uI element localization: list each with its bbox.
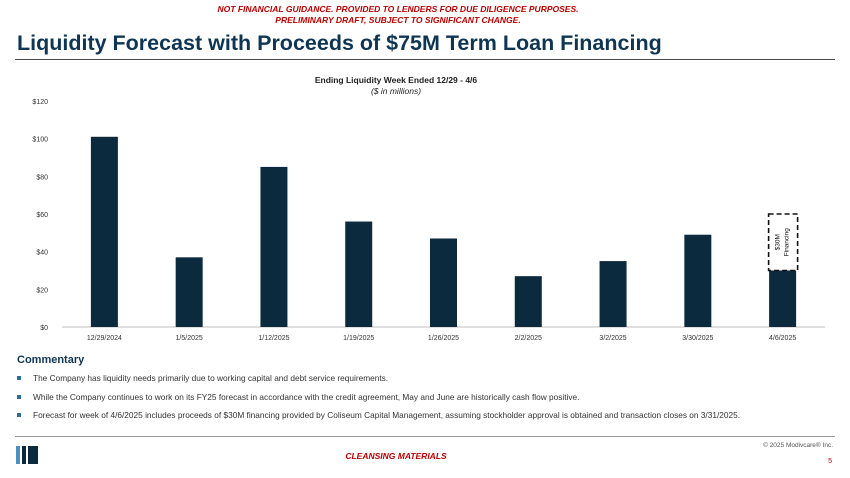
x-tick-label: 1/5/2025	[176, 335, 203, 342]
x-tick-label: 1/19/2025	[343, 335, 374, 342]
bar-4-6-2025	[769, 266, 797, 327]
logo-bar	[16, 446, 20, 464]
cleansing-materials-label: CLEANSING MATERIALS	[345, 451, 447, 461]
financing-box	[767, 213, 799, 272]
bullet-marker	[17, 376, 21, 380]
bar-1-5-2025	[175, 257, 203, 327]
copyright: © 2025 Modivcare® Inc.	[763, 442, 833, 449]
bar-1-12-2025	[260, 166, 288, 327]
commentary-bullet-text: Forecast for week of 4/6/2025 includes p…	[33, 410, 741, 420]
bullet-marker	[17, 413, 21, 417]
chart-subtitle: ($ in millions)	[370, 86, 422, 96]
bar-2-2-2025	[514, 276, 542, 327]
bar-3-30-2025	[684, 234, 712, 327]
financing-label-line-2: Financing	[784, 228, 791, 257]
liquidity-bar-chart: $0 $20 $40 $60 $80 $100 $120 12/29/2024 1/5/2025…	[32, 99, 825, 342]
chart-title: Ending Liquidity Week Ended 12/29 - 4/6	[314, 75, 478, 85]
x-tick-label: 3/30/2025	[682, 335, 713, 342]
x-tick-label: 1/26/2025	[428, 335, 459, 342]
commentary-bullet: The Company has liquidity needs primaril…	[17, 373, 832, 384]
bar-12-29-2024	[90, 136, 118, 327]
bar-1-26-2025	[430, 238, 457, 327]
y-tick-label: $60	[36, 212, 48, 219]
bar-1-19-2025	[345, 221, 373, 327]
commentary-bullet-text: The Company has liquidity needs primaril…	[33, 373, 389, 383]
x-tick-label: 4/6/2025	[769, 335, 796, 342]
x-tick-label: 12/29/2024	[87, 335, 122, 342]
page-number: 5	[828, 458, 832, 465]
title-divider	[15, 59, 835, 60]
commentary-title: Commentary	[17, 354, 85, 366]
logo-bar	[22, 446, 26, 464]
page-title: Liquidity Forecast with Proceeds of $75M…	[17, 31, 662, 55]
logo-block	[28, 446, 38, 464]
y-tick-label: $120	[32, 99, 48, 106]
disclaimer-line-2: PRELIMINARY DRAFT, SUBJECT TO SIGNIFICAN…	[275, 15, 521, 25]
bullet-marker	[17, 394, 21, 399]
y-tick-label: $0	[40, 325, 48, 332]
x-tick-label: 2/2/2025	[515, 335, 542, 342]
commentary-bullet: While the Company continues to work on i…	[17, 392, 832, 403]
commentary-bullet-text: While the Company continues to work on i…	[33, 391, 580, 402]
commentary-list: The Company has liquidity needs primaril…	[17, 373, 832, 429]
bar-3-2-2025	[599, 261, 627, 327]
disclaimer-line-1: NOT FINANCIAL GUIDANCE. PROVIDED TO LEND…	[217, 4, 579, 14]
y-tick-label: $80	[36, 174, 48, 181]
y-tick-label: $40	[36, 250, 48, 257]
x-tick-label: 1/12/2025	[258, 335, 289, 342]
x-tick-label: 3/2/2025	[599, 335, 626, 342]
company-logo	[16, 446, 38, 464]
y-tick-label: $100	[32, 137, 48, 144]
disclaimer: NOT FINANCIAL GUIDANCE. PROVIDED TO LEND…	[0, 4, 796, 26]
financing-label-line-1: $30M	[775, 234, 782, 250]
y-tick-label: $20	[36, 287, 48, 294]
commentary-bullet: Forecast for week of 4/6/2025 includes p…	[17, 410, 832, 421]
footer-divider	[15, 436, 835, 437]
